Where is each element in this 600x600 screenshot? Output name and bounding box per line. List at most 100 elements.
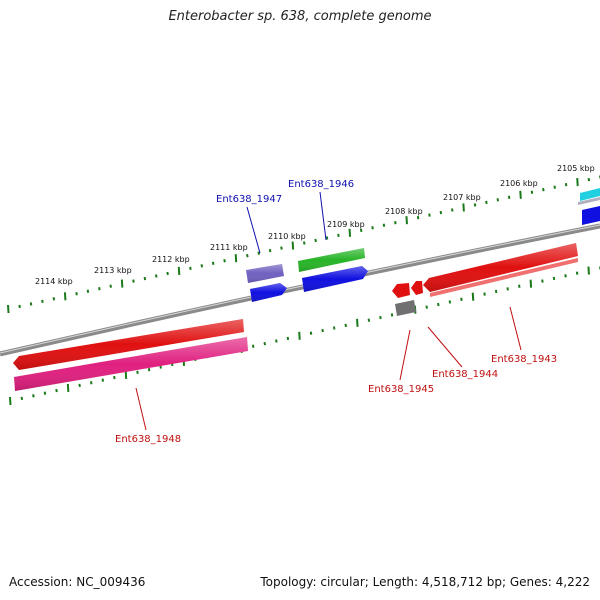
minor-tick (416, 215, 420, 220)
reverse-features (13, 243, 578, 391)
scale-label-2113: 2113 kbp (94, 266, 132, 275)
leader-ent638-1943 (509, 306, 522, 351)
minor-tick (382, 223, 386, 227)
major-tick (587, 266, 590, 275)
minor-tick (200, 264, 204, 268)
label-ent638-1944[interactable]: Ent638_1944 (432, 369, 498, 380)
minor-tick (136, 370, 139, 374)
minor-tick (263, 341, 266, 346)
major-tick (576, 178, 579, 187)
major-tick (519, 190, 522, 199)
label-ent638-1946[interactable]: Ent638_1946 (288, 179, 354, 190)
leader-ent638-1945 (399, 329, 411, 381)
minor-tick (437, 302, 440, 307)
major-tick (63, 292, 67, 301)
minor-tick (451, 208, 454, 212)
minor-tick (143, 276, 147, 281)
minor-tick (211, 261, 215, 265)
major-tick (348, 228, 352, 237)
major-tick (471, 292, 475, 301)
cyan-feature[interactable] (580, 188, 600, 201)
scale-label-2110: 2110 kbp (268, 232, 306, 241)
gene-grey-2108[interactable] (395, 300, 416, 316)
minor-tick (86, 289, 90, 293)
minor-tick (275, 339, 278, 343)
minor-tick (246, 254, 249, 258)
accession-text: Accession: NC_009436 (9, 575, 146, 589)
gene-labels: Ent638_1947 Ent638_1946 Ent638_1945 Ent6… (115, 179, 557, 445)
topology-text: Topology: circular; Length: 4,518,712 bp… (260, 575, 590, 589)
gene-ent638-1943-shade (423, 243, 578, 292)
minor-tick (428, 213, 431, 217)
major-tick (7, 304, 10, 314)
blue-right-feature[interactable] (582, 206, 600, 225)
label-ent638-1943[interactable]: Ent638_1943 (491, 354, 557, 365)
major-tick (405, 216, 408, 225)
minor-tick (344, 323, 347, 328)
minor-tick (483, 292, 486, 296)
minor-tick (309, 331, 313, 335)
minor-tick (390, 313, 394, 317)
minor-tick (553, 185, 556, 189)
minor-tick (132, 279, 135, 283)
minor-tick (552, 276, 556, 281)
gene-ent638-1946-shade (298, 248, 365, 272)
minor-tick (43, 391, 47, 395)
leader-ent638-1947 (246, 206, 261, 254)
minor-tick (541, 279, 544, 283)
scale-label-2112: 2112 kbp (152, 255, 190, 264)
minor-tick (439, 210, 443, 215)
scale-label-2109: 2109 kbp (327, 220, 365, 229)
gene-ent638-1944[interactable] (411, 281, 423, 295)
major-tick (529, 279, 533, 288)
minor-tick (78, 383, 81, 388)
minor-tick (314, 238, 317, 243)
major-tick (234, 254, 238, 263)
major-tick (462, 203, 465, 212)
minor-tick (189, 266, 192, 271)
minor-tick (268, 248, 272, 253)
minor-tick (251, 344, 255, 348)
minor-tick (506, 287, 509, 291)
gene-blue-2111-shade (250, 283, 287, 302)
minor-tick (518, 284, 521, 288)
minor-tick (337, 233, 340, 238)
scale-label-2111: 2111 kbp (210, 243, 248, 252)
scale-label-2105: 2105 kbp (557, 164, 595, 173)
minor-tick (496, 198, 500, 202)
gene-ent638-1947-shade (246, 264, 284, 283)
minor-tick (564, 274, 567, 278)
minor-tick (55, 388, 58, 393)
label-ent638-1947[interactable]: Ent638_1947 (216, 194, 282, 205)
genome-backbone (0, 223, 600, 357)
map-title: Enterobacter sp. 638, complete genome (168, 9, 432, 24)
minor-tick (473, 203, 477, 207)
scale-label-2114: 2114 kbp (35, 277, 73, 286)
minor-tick (29, 302, 33, 306)
minor-tick (159, 365, 162, 369)
minor-tick (98, 287, 101, 291)
minor-tick (52, 297, 56, 301)
major-tick (9, 396, 12, 406)
genome-backbone-highlight (0, 224, 600, 354)
minor-tick (575, 271, 579, 275)
minor-tick (448, 300, 452, 304)
gene-leader-lines (135, 191, 522, 431)
minor-tick (425, 305, 428, 309)
minor-tick (166, 271, 169, 276)
label-ent638-1948[interactable]: Ent638_1948 (115, 434, 181, 445)
major-tick (291, 241, 295, 250)
minor-tick (359, 228, 363, 232)
minor-tick (494, 289, 498, 294)
minor-tick (155, 274, 158, 278)
gene-ent638-1943-light (430, 258, 578, 297)
label-ent638-1945[interactable]: Ent638_1945 (368, 384, 434, 395)
minor-tick (507, 195, 511, 199)
grey-sliver-feature (578, 197, 600, 205)
minor-tick (379, 315, 382, 320)
gene-ent638-1945[interactable] (392, 283, 410, 298)
forward-features (246, 188, 600, 302)
minor-tick (332, 326, 336, 330)
minor-tick (394, 221, 397, 225)
